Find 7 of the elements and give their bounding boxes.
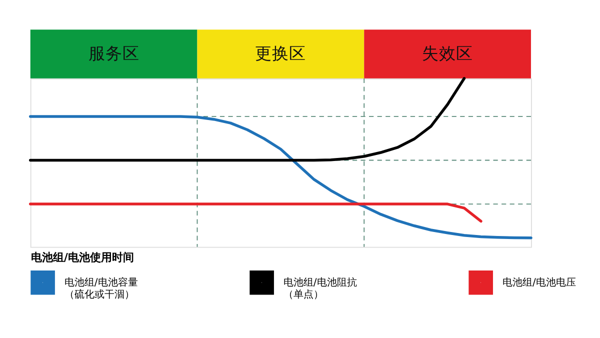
text: 失效区 [422,44,474,64]
legend-label: 电池组/电池容量（硫化或干涸） [64,276,138,300]
text: 服务区 [88,44,140,64]
legend-label: 电池组/电池电压 [502,276,576,288]
text: 更换区 [255,44,306,64]
legend-label: 电池组/电池阻抗（单点） [283,276,357,300]
x-axis-title: 电池组/电池使用时间 [30,251,134,264]
